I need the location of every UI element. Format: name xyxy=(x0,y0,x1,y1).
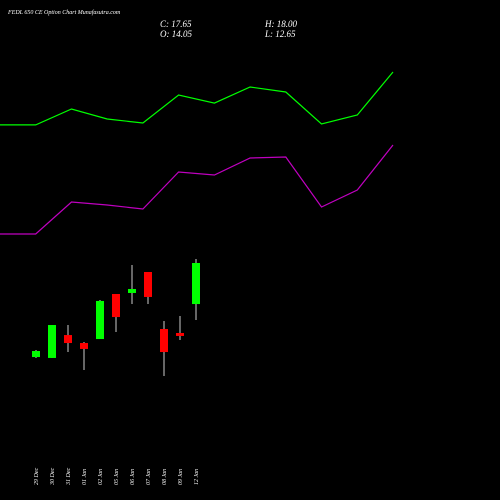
candle-body xyxy=(96,300,104,340)
candle-body xyxy=(64,335,72,344)
chart-title: FEDL 650 CE Option Chart Munafasutra.com xyxy=(7,9,121,16)
x-tick-label: 30 Dec xyxy=(50,468,56,486)
ohlc-label: O: 14.05 xyxy=(160,29,192,39)
x-tick-label: 07 Jan xyxy=(146,469,152,485)
x-tick-label: 31 Dec xyxy=(66,468,72,486)
x-tick-label: 08 Jan xyxy=(162,469,168,485)
x-tick-label: 05 Jan xyxy=(114,469,120,485)
x-tick-label: 29 Dec xyxy=(34,468,40,485)
ohlc-label: H: 18.00 xyxy=(264,19,297,29)
candle-body xyxy=(192,262,200,305)
ohlc-label: L: 12.65 xyxy=(264,29,296,39)
x-tick-label: 02 Jan xyxy=(98,469,104,485)
x-tick-label: 01 Jan xyxy=(82,469,88,485)
candle-body xyxy=(32,351,40,358)
candle-body xyxy=(112,294,120,318)
ohlc-label: C: 17.65 xyxy=(160,19,192,29)
candle-body xyxy=(48,325,56,358)
x-tick-label: 12 Jan xyxy=(194,469,200,485)
indicator-line xyxy=(0,71,394,126)
candle-body xyxy=(160,329,168,353)
x-tick-label: 09 Jan xyxy=(178,469,184,485)
indicator-line xyxy=(0,144,394,235)
candle-body xyxy=(80,343,88,349)
x-tick-label: 06 Jan xyxy=(130,469,136,485)
candle-body xyxy=(176,332,184,336)
candle-body xyxy=(144,272,152,297)
candle-body xyxy=(128,288,136,293)
